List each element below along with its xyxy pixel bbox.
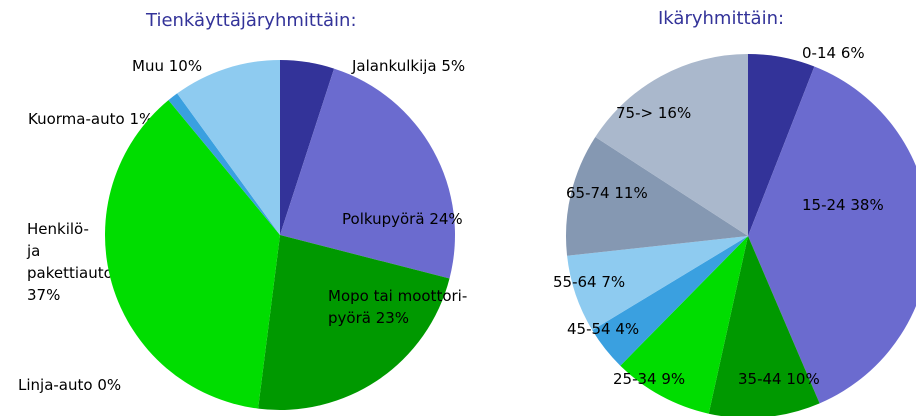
label-part: 0-14 [802,44,837,62]
label-part: 55-64 [553,273,597,291]
pie-slice [280,60,335,235]
chart-title: Tienkäyttäjäryhmittäin: [146,10,357,31]
label-part: 15-24 [802,196,846,214]
label-part: 37% [27,286,61,304]
label-part: 38% [850,196,884,214]
data-label: 15-24 38% [802,194,912,216]
data-label: Henkilö- ja pakettiauto 37% [27,218,113,306]
pie-slice [280,68,455,279]
label-part: 75-> [616,104,654,122]
label-part: 10% [168,57,203,75]
label-part: 4% [615,320,640,338]
label-part: 45-54 [567,320,611,338]
pie-slice [620,236,748,414]
data-label: 55-64 7% [553,271,663,293]
pie-slice [748,66,916,404]
pie-slice [258,235,450,410]
label-part: Polkupyörä [342,210,425,228]
data-label: 25-34 9% [613,368,723,390]
label-part: 65-74 [566,184,610,202]
label-part: 23% [375,309,410,327]
label-part: 25-34 [613,370,657,388]
pie-slice [177,60,280,235]
label-part: Kuorma-auto [28,110,125,128]
label-part: Jalankulkija [352,57,437,75]
label-part: Henkilö- ja pakettiauto [27,220,113,282]
pie-slice [708,236,820,416]
data-label: Mopo tai moottori-pyörä 23% [328,285,508,329]
chart-title: Ikäryhmittäin: [658,8,785,29]
data-label: 45-54 4% [567,318,677,340]
data-label: Muu 10% [132,55,332,77]
label-part: 35-44 [738,370,782,388]
data-label: Jalankulkija 5% [352,55,552,77]
data-label: 75-> 16% [616,102,726,124]
label-part: Linja-auto [18,376,93,394]
data-label: Linja-auto 0% [18,374,218,396]
label-part: 9% [661,370,686,388]
data-label: 65-74 11% [566,182,676,204]
pie-slice [592,236,748,366]
pie-slice [566,136,748,256]
label-part: 16% [657,104,692,122]
label-part: 0% [97,376,122,394]
label-part: Muu [132,57,164,75]
label-part: 7% [601,273,626,291]
label-part: 6% [840,44,865,62]
pie-slice [567,236,748,331]
data-label: 0-14 6% [802,42,912,64]
label-part: 24% [429,210,463,228]
label-part: Mopo tai moottori-pyörä [328,287,468,327]
label-part: 5% [441,57,466,75]
pie-slice [595,54,748,236]
label-part: 11% [614,184,648,202]
label-part: 10% [786,370,820,388]
data-label: 35-44 10% [738,368,848,390]
pie-slice [748,54,815,236]
pie-slice [168,93,280,235]
data-label: Polkupyörä 24% [342,208,542,230]
pie-slice [104,100,280,409]
